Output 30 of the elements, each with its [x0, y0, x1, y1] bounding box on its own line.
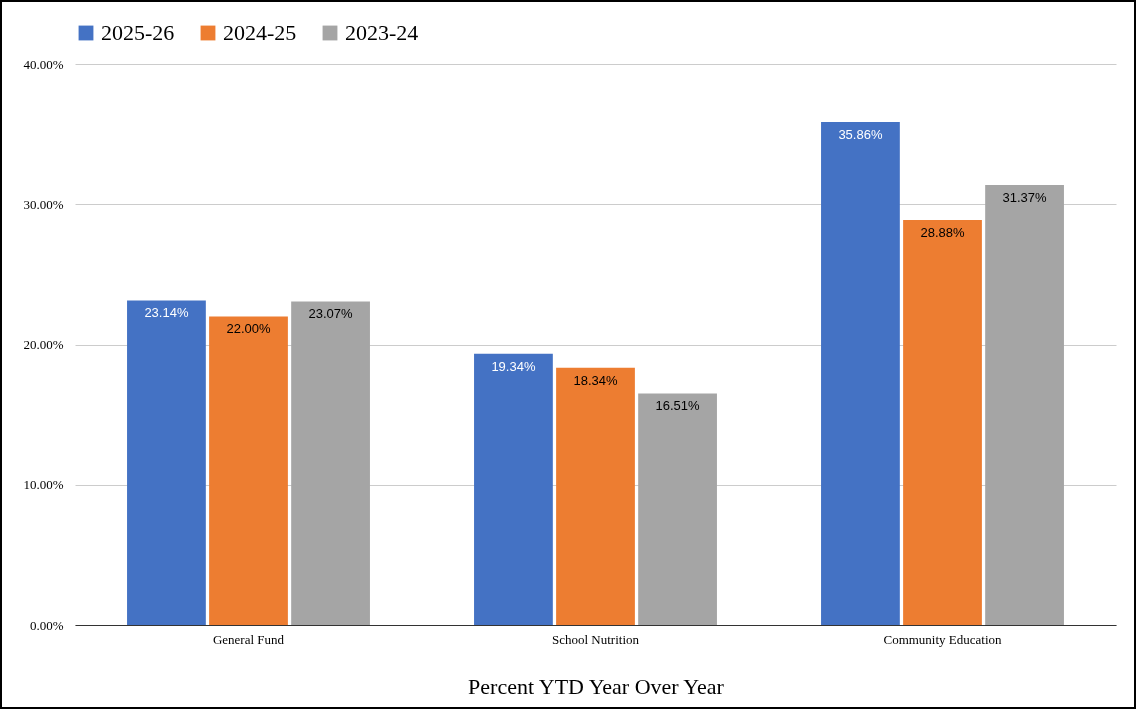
x-tick-label: General Fund — [212, 631, 285, 647]
legend-label: 2025-26 — [101, 20, 175, 45]
y-tick-label: 0.00% — [29, 617, 64, 633]
data-label: 23.07% — [308, 306, 354, 322]
data-label: 23.14% — [144, 305, 189, 321]
data-label: 18.34% — [573, 372, 618, 388]
x-axis-title: Percent YTD Year Over Year — [468, 673, 725, 699]
data-label: 28.88% — [920, 224, 965, 240]
bar — [474, 353, 553, 625]
data-label: 35.86% — [838, 127, 883, 143]
y-tick-label: 30.00% — [23, 196, 64, 212]
data-label: 19.34% — [491, 358, 536, 374]
legend-label: 2023-24 — [345, 20, 419, 45]
x-tick-label: Community Education — [883, 631, 1003, 647]
data-label: 22.00% — [226, 321, 271, 337]
data-label: 16.51% — [655, 398, 701, 414]
bar — [903, 219, 982, 625]
bar — [209, 316, 288, 625]
bar — [556, 367, 635, 625]
bar — [638, 393, 717, 625]
bar — [127, 300, 206, 625]
data-label: 31.37% — [1002, 190, 1048, 206]
bar — [291, 301, 370, 625]
y-tick-label: 20.00% — [23, 337, 64, 352]
y-tick-label: 10.00% — [23, 477, 64, 493]
bar — [985, 185, 1064, 625]
x-tick-label: School Nutrition — [551, 631, 640, 647]
bar — [821, 122, 900, 625]
legend-label: 2024-25 — [223, 20, 297, 45]
y-tick-label: 40.00% — [23, 56, 64, 72]
